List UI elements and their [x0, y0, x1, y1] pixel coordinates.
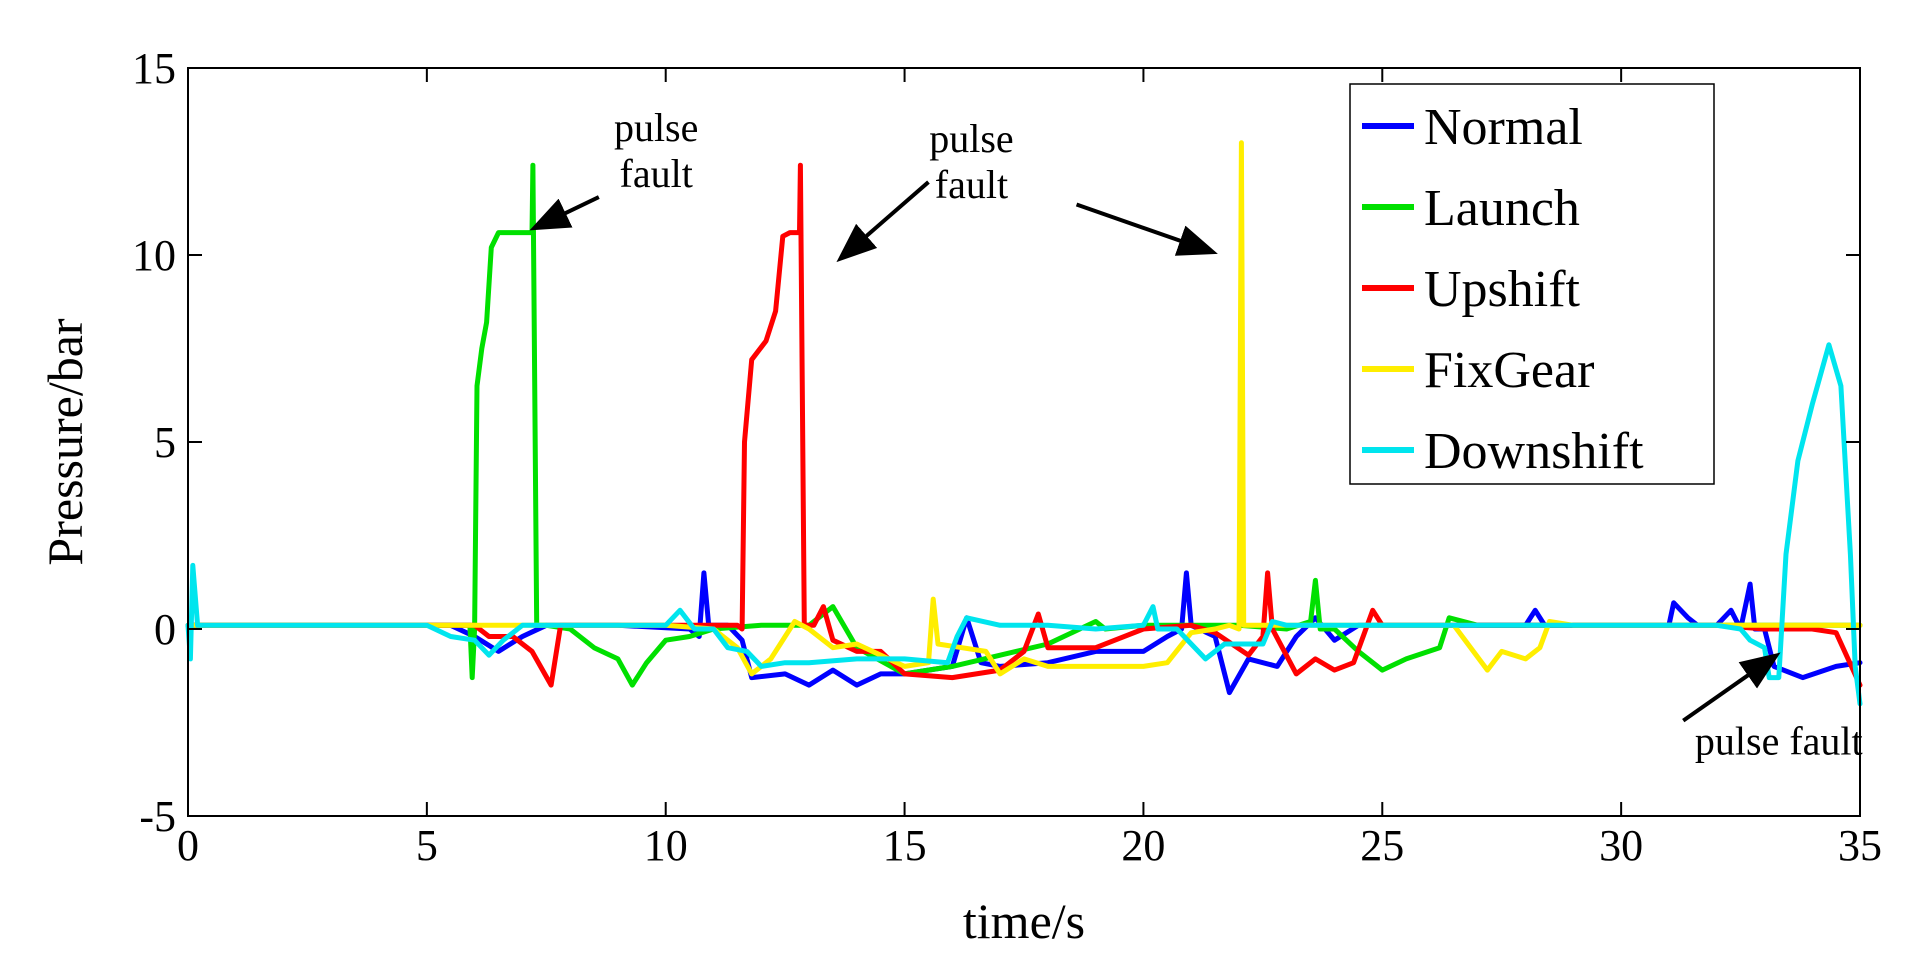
- x-tick-label: 35: [1838, 821, 1882, 870]
- annotation-text: pulse: [614, 105, 698, 150]
- y-axis-title: Pressure/bar: [37, 318, 93, 565]
- legend-label: Normal: [1424, 99, 1583, 156]
- series-line-upshift: [185, 162, 1863, 688]
- legend-item-fixgear: FixGear: [1362, 342, 1594, 399]
- pulse-fault-annotation: pulse fault: [1682, 652, 1863, 763]
- annotation-text: pulse fault: [1695, 718, 1863, 763]
- legend-item-launch: Launch: [1362, 180, 1580, 237]
- annotation-text: pulse: [929, 116, 1013, 161]
- x-axis-title: time/s: [963, 893, 1085, 949]
- annotation-arrow: [1075, 202, 1218, 256]
- y-tick-label: -5: [139, 792, 176, 841]
- legend: Normal Launch Upshift FixGear Downshift: [1349, 83, 1715, 485]
- annotation-text: fault: [935, 162, 1008, 207]
- annotation-arrow: [836, 180, 930, 263]
- x-tick-label: 5: [416, 821, 438, 870]
- y-tick-label: 15: [132, 44, 176, 93]
- y-tick-label: 0: [154, 605, 176, 654]
- legend-items: Normal Launch Upshift FixGear Downshift: [1362, 99, 1644, 480]
- legend-label: Downshift: [1424, 423, 1644, 480]
- x-tick-label: 0: [177, 821, 199, 870]
- legend-item-upshift: Upshift: [1362, 261, 1581, 318]
- series-line-launch: [185, 162, 1863, 688]
- annotation-arrow: [529, 195, 600, 231]
- y-tick-label: 5: [154, 418, 176, 467]
- y-tick-label: 10: [132, 231, 176, 280]
- legend-label: Launch: [1424, 180, 1580, 237]
- legend-item-downshift: Downshift: [1362, 423, 1644, 480]
- annotation-arrow: [1682, 652, 1781, 723]
- legend-label: Upshift: [1424, 261, 1581, 318]
- x-tick-label: 20: [1121, 821, 1165, 870]
- legend-item-normal: Normal: [1362, 99, 1583, 156]
- x-tick-label: 25: [1360, 821, 1404, 870]
- x-tick-label: 10: [644, 821, 688, 870]
- annotation-text: fault: [620, 151, 693, 196]
- legend-box: [1349, 83, 1715, 485]
- x-tick-label: 15: [883, 821, 927, 870]
- series-line-fixgear: [185, 140, 1863, 677]
- legend-label: FixGear: [1424, 342, 1594, 399]
- series-layer: [185, 140, 1863, 707]
- x-tick-label: 30: [1599, 821, 1643, 870]
